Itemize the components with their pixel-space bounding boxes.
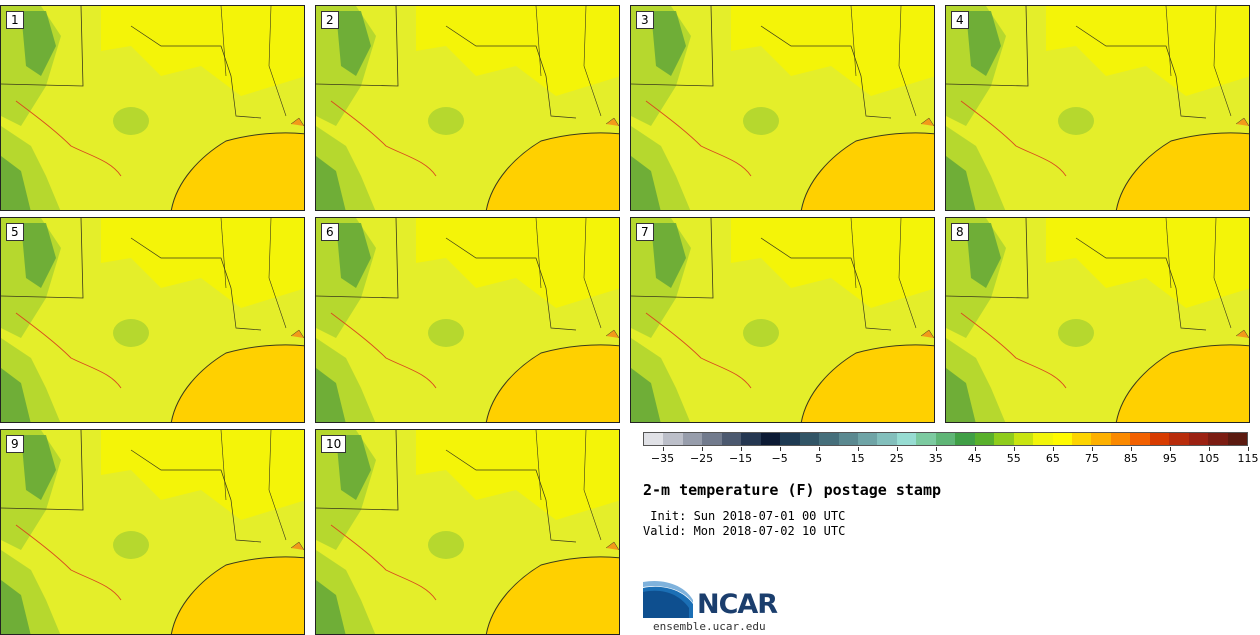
colorbar-bin [702,433,722,445]
colorbar-bin [1033,433,1053,445]
colorbar-bin [682,433,703,445]
colorbar-tick-label: −25 [689,452,714,465]
ensemble-member-map: 1 [0,5,305,211]
colorbar-tick [1052,447,1054,451]
website-label: ensemble.ucar.edu [653,620,766,633]
colorbar-tick-label: 75 [1084,452,1099,465]
colorbar-bin [838,433,858,445]
member-number-label: 9 [6,435,24,453]
colorbar-tick [1091,447,1093,451]
colorbar-bin [877,433,897,445]
colorbar-tick [857,447,859,451]
ensemble-member-map: 3 [630,5,935,211]
colorbar-bin [1071,433,1092,445]
colorbar-bin [1188,433,1209,445]
member-number-label: 3 [636,11,654,29]
colorbar-bin [1052,433,1072,445]
colorbar-bin [1208,433,1228,445]
colorbar-bin [1227,433,1248,445]
colorbar-tick [701,447,703,451]
colorbar-tick [818,447,820,451]
colorbar-bin [1013,433,1034,445]
colorbar-tick [1208,447,1210,451]
colorbar-tick [779,447,781,451]
colorbar-tick [1130,447,1132,451]
member-number-label: 5 [6,223,24,241]
member-number-label: 1 [6,11,24,29]
ensemble-member-map: 9 [0,429,305,635]
colorbar-bin [780,433,800,445]
ensemble-member-map: 6 [315,217,620,423]
colorbar-bin [663,433,683,445]
member-number-label: 7 [636,223,654,241]
colorbar-bin [994,433,1014,445]
colorbar-tick-label: 65 [1045,452,1060,465]
colorbar-bin [1091,433,1111,445]
ensemble-member-map: 2 [315,5,620,211]
ncar-logo-icon [643,580,693,618]
colorbar-tick-label: 105 [1198,452,1220,465]
colorbar-bin [644,433,664,445]
colorbar-bin [721,433,742,445]
colorbar-tick-label: 35 [928,452,943,465]
plot-title: 2-m temperature (F) postage stamp [643,481,942,499]
colorbar-tick-label: 115 [1237,452,1259,465]
member-number-label: 4 [951,11,969,29]
colorbar-ticks: −35 −25 −15 −5 5 15 25 35 45 55 65 75 85 95 105 115 [643,447,1259,471]
colorbar-tick-label: 85 [1123,452,1138,465]
colorbar-tick-label: 15 [850,452,865,465]
colorbar-tick [1248,447,1249,451]
colorbar-bin [1169,433,1189,445]
colorbar-bin [819,433,839,445]
colorbar-bin [896,433,917,445]
colorbar-bin [799,433,820,445]
colorbar-tick-label: 5 [815,452,823,465]
member-number-label: 10 [321,435,347,453]
colorbar-bin [1110,433,1131,445]
colorbar-bin [857,433,878,445]
colorbar-tick-label: −5 [771,452,788,465]
colorbar-tick [935,447,937,451]
colorbar-tick-label: 25 [889,452,904,465]
ensemble-member-map: 7 [630,217,935,423]
ensemble-member-map: 8 [945,217,1250,423]
colorbar-tick-label: −15 [728,452,753,465]
colorbar [643,432,1248,446]
colorbar-bin [1130,433,1150,445]
colorbar-bin [916,433,936,445]
colorbar-bin [935,433,956,445]
colorbar-tick [740,447,742,451]
colorbar-tick [662,447,664,451]
member-number-label: 2 [321,11,339,29]
init-time: Init: Sun 2018-07-01 00 UTC [643,509,846,523]
member-number-label: 6 [321,223,339,241]
ensemble-member-map: 10 [315,429,620,635]
colorbar-bin [974,433,995,445]
member-number-label: 8 [951,223,969,241]
colorbar-tick [1169,447,1171,451]
colorbar-tick-label: 95 [1162,452,1177,465]
colorbar-bin [741,433,761,445]
ensemble-member-map: 5 [0,217,305,423]
valid-time: Valid: Mon 2018-07-02 10 UTC [643,524,846,538]
logo-text: NCAR [697,589,778,620]
colorbar-tick [974,447,976,451]
colorbar-tick [896,447,898,451]
colorbar-bin [1149,433,1170,445]
colorbar-bin [760,433,781,445]
colorbar-tick-label: −35 [650,452,675,465]
colorbar-tick [1013,447,1015,451]
colorbar-tick-label: 55 [1006,452,1021,465]
ensemble-member-map: 4 [945,5,1250,211]
colorbar-tick-label: 45 [967,452,982,465]
colorbar-bin [955,433,975,445]
